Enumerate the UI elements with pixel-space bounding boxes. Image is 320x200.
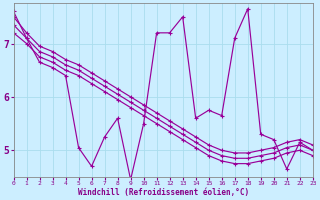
X-axis label: Windchill (Refroidissement éolien,°C): Windchill (Refroidissement éolien,°C) (77, 188, 249, 197)
